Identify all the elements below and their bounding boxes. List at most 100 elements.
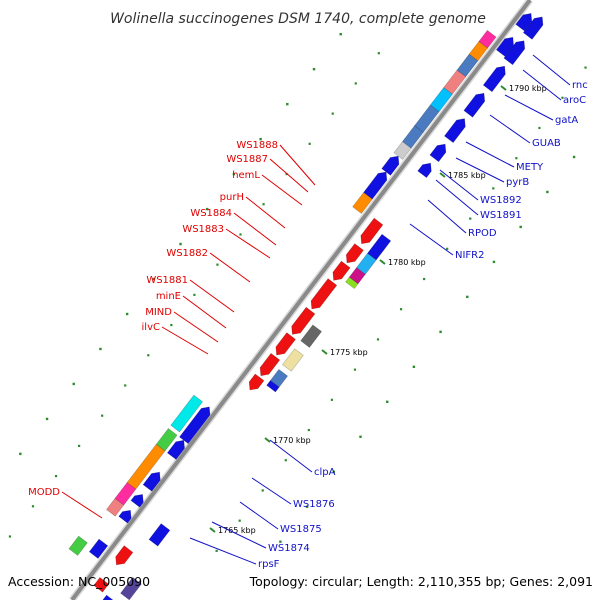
- ring-dot: [305, 505, 309, 508]
- gene-feature: [345, 276, 359, 290]
- gene-feature: [482, 65, 506, 93]
- gene-feature: [68, 535, 88, 556]
- gene-label-left: WS1884: [190, 208, 232, 219]
- ring-dot: [439, 330, 442, 334]
- label-connector: [489, 114, 531, 144]
- gene-label-left: ilvC: [142, 322, 160, 333]
- label-connector: [211, 521, 267, 549]
- ring-dot: [45, 417, 49, 421]
- gene-feature: [515, 13, 533, 32]
- ring-dot: [331, 112, 334, 115]
- gene-feature: [142, 471, 161, 492]
- gene-label-right: aroC: [563, 95, 586, 106]
- ring-dot: [466, 295, 469, 299]
- ring-dot: [284, 459, 287, 462]
- ring-dot: [312, 67, 316, 71]
- gene-feature: [179, 406, 211, 445]
- gene-label-left: WS1883: [182, 224, 224, 235]
- gene-feature: [429, 143, 447, 163]
- label-connector: [61, 491, 103, 519]
- ring-dot: [206, 207, 209, 211]
- gene-label-left: WS1887: [226, 154, 268, 165]
- tick-mark: [264, 437, 271, 443]
- ring-dot: [330, 398, 334, 401]
- ring-dot: [519, 225, 522, 229]
- gene-feature: [414, 104, 440, 133]
- ring-dot: [19, 452, 22, 456]
- label-connector: [161, 326, 209, 355]
- label-connector: [245, 196, 286, 229]
- gene-label-right: WS1874: [268, 543, 310, 554]
- ring-dot: [307, 428, 310, 432]
- label-connector: [182, 295, 227, 329]
- label-connector: [209, 252, 251, 283]
- ring-dot: [72, 382, 75, 386]
- gene-feature: [381, 155, 400, 176]
- ring-dot: [308, 142, 311, 145]
- gene-label-left: WS1881: [146, 275, 188, 286]
- label-connector: [233, 212, 277, 246]
- label-connector: [455, 157, 505, 183]
- gene-label-left: minE: [156, 291, 181, 302]
- tick-mark: [379, 259, 386, 265]
- tick-label: 1775 kbp: [330, 348, 368, 357]
- ring-dot: [385, 400, 389, 404]
- gene-feature: [118, 509, 132, 524]
- ring-dot: [546, 190, 549, 194]
- gene-feature: [332, 260, 351, 281]
- label-connector: [522, 69, 562, 101]
- gene-label-right: NIFR2: [455, 250, 485, 261]
- gene-feature: [429, 87, 453, 113]
- ring-dot: [446, 247, 449, 250]
- gene-label-left: purH: [220, 192, 244, 203]
- ring-dot: [101, 414, 104, 417]
- gene-feature: [115, 545, 134, 566]
- label-connectors: [61, 54, 571, 565]
- label-connector: [435, 179, 479, 216]
- right-gene-labels: rnc aroC gatA GUAB METY pyrB WS1892 WS1891 RPOD N…: [258, 80, 588, 570]
- gene-feature: [130, 493, 144, 508]
- ring-dot: [286, 102, 289, 106]
- gene-feature: [248, 373, 265, 391]
- gene-feature: [468, 41, 489, 62]
- label-connector: [269, 158, 309, 193]
- gene-feature: [275, 332, 296, 356]
- gene-label-right: rnc: [572, 80, 588, 91]
- ring-dot: [515, 157, 518, 160]
- ring-dot: [238, 519, 241, 522]
- ring-dot: [469, 217, 472, 220]
- gene-feature: [463, 92, 486, 118]
- ring-dot: [572, 155, 576, 159]
- gene-feature: [345, 243, 364, 264]
- gene-label-right: GUAB: [532, 138, 561, 149]
- ring-dot: [78, 444, 81, 447]
- gene-feature: [259, 352, 281, 377]
- gene-feature: [114, 482, 137, 506]
- label-connector: [532, 54, 571, 86]
- gene-feature: [360, 217, 384, 245]
- label-connector: [225, 228, 271, 259]
- gene-feature: [282, 348, 304, 372]
- label-connector: [251, 477, 292, 505]
- ring-dot: [170, 323, 173, 327]
- gene-feature: [100, 594, 116, 600]
- gene-feature: [363, 171, 388, 200]
- ring-dot: [179, 242, 182, 246]
- gene-feature: [310, 278, 338, 310]
- gene-feature: [93, 577, 110, 593]
- label-connector: [504, 94, 554, 121]
- gene-label-left: WS1888: [236, 140, 278, 151]
- gene-label-right: RPOD: [468, 228, 497, 239]
- ring-dot: [124, 384, 127, 387]
- ring-dot: [332, 470, 335, 473]
- ring-dot: [216, 263, 219, 266]
- ring-dot: [239, 233, 242, 236]
- tick-label: 1780 kbp: [388, 258, 426, 267]
- gene-feature: [106, 497, 125, 517]
- ring-dot: [538, 126, 541, 130]
- gene-feature: [166, 439, 185, 460]
- ring-dot: [193, 293, 196, 296]
- tick-mark: [321, 349, 328, 355]
- ring-dot: [215, 549, 218, 552]
